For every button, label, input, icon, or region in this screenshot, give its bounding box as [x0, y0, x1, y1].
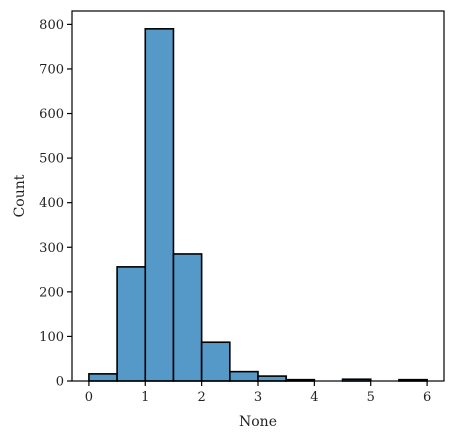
x-tick-label: 4 — [310, 390, 318, 405]
y-tick-label: 600 — [39, 107, 64, 122]
x-tick-label: 0 — [85, 390, 93, 405]
histogram-bar-3 — [172, 253, 203, 382]
y-axis-ticks: 0 100 200 300 400 500 600 700 800 — [39, 18, 72, 390]
plot-frame — [71, 10, 445, 382]
y-tick-label: 200 — [39, 285, 64, 300]
bars-group — [88, 28, 428, 382]
histogram-bar-4 — [200, 341, 231, 382]
y-tick-label: 500 — [39, 152, 64, 167]
y-axis-label: Count — [12, 174, 28, 217]
x-tick-label: 5 — [367, 390, 375, 405]
y-tick-label: 100 — [39, 330, 64, 345]
histogram-bar-6 — [257, 375, 287, 382]
x-tick-label: 2 — [197, 390, 205, 405]
histogram-bar-1 — [116, 266, 147, 382]
x-tick-label: 6 — [423, 390, 431, 405]
y-tick-label: 800 — [39, 18, 64, 33]
x-tick-label: 3 — [254, 390, 262, 405]
y-tick-label: 300 — [39, 241, 64, 256]
x-axis-ticks: 0 1 2 3 4 5 6 — [85, 381, 431, 405]
histogram-bar-2 — [144, 28, 175, 382]
x-tick-label: 1 — [141, 390, 149, 405]
x-axis-label: None — [239, 414, 277, 430]
histogram-bar-5 — [229, 370, 259, 382]
y-tick-label: 400 — [39, 196, 64, 211]
histogram-bar-0 — [88, 373, 118, 382]
y-tick-label: 700 — [39, 62, 64, 77]
y-tick-label: 0 — [56, 375, 64, 390]
